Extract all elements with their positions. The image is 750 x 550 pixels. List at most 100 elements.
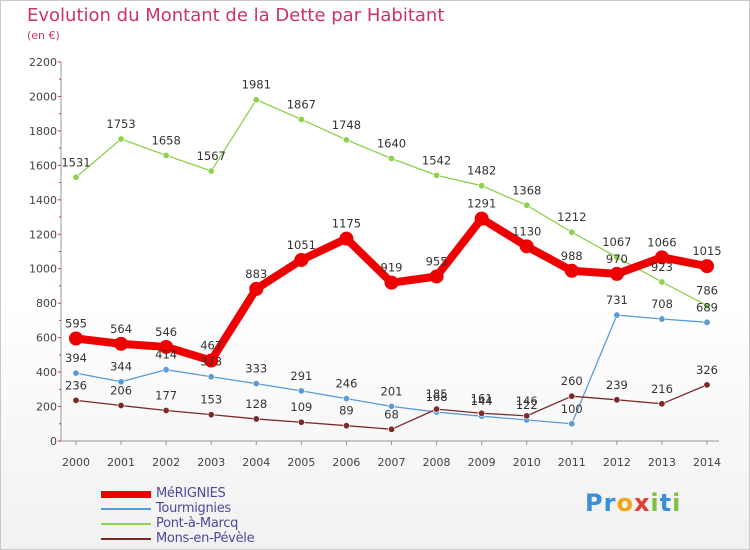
data-point-mons-en-pevele: [568, 392, 576, 400]
data-point-merignies: [114, 336, 129, 351]
y-tick-label: 1400: [29, 194, 57, 207]
y-tick-label: 400: [36, 366, 57, 379]
data-label-merignies: 1066: [647, 235, 676, 249]
data-label-mons-en-pevele: 236: [65, 378, 87, 392]
data-label-tourmignies: 344: [110, 360, 132, 374]
data-label-tourmignies: 373: [200, 355, 222, 369]
data-label-mons-en-pevele: 153: [200, 393, 222, 407]
data-label-merignies: 919: [381, 261, 403, 275]
data-point-pont-a-marcq: [252, 96, 260, 104]
data-point-pont-a-marcq: [162, 151, 170, 159]
data-label-tourmignies: 291: [290, 369, 312, 383]
data-point-tourmignies: [297, 387, 305, 395]
data-point-merignies: [159, 339, 174, 354]
data-label-mons-en-pevele: 109: [290, 400, 312, 414]
y-tick-label: 800: [36, 297, 57, 310]
x-tick-label: 2011: [558, 456, 586, 469]
y-tick-label: 1200: [29, 228, 57, 241]
data-point-mons-en-pevele: [297, 418, 305, 426]
data-label-tourmignies: 731: [606, 293, 628, 307]
data-label-tourmignies: 333: [245, 362, 267, 376]
data-point-tourmignies: [162, 366, 170, 374]
data-point-merignies: [609, 266, 624, 281]
x-tick-label: 2012: [603, 456, 631, 469]
data-point-mons-en-pevele: [433, 405, 441, 413]
y-tick-label: 2200: [29, 56, 57, 69]
data-label-mons-en-pevele: 177: [155, 389, 177, 403]
data-label-pont-a-marcq: 1368: [512, 183, 541, 197]
y-tick-label: 0: [50, 435, 57, 448]
data-label-tourmignies: 246: [335, 377, 357, 391]
data-label-mons-en-pevele: 206: [110, 384, 132, 398]
data-label-mons-en-pevele: 185: [426, 387, 448, 401]
data-label-mons-en-pevele: 326: [696, 363, 718, 377]
data-label-merignies: 1291: [467, 197, 496, 211]
data-point-pont-a-marcq: [387, 154, 395, 162]
data-point-tourmignies: [342, 395, 350, 403]
data-point-mons-en-pevele: [252, 415, 260, 423]
data-point-pont-a-marcq: [433, 171, 441, 179]
y-tick-label: 1000: [29, 263, 57, 276]
data-label-mons-en-pevele: 216: [651, 382, 673, 396]
data-label-tourmignies: 122: [516, 398, 538, 412]
data-label-tourmignies: 201: [381, 384, 403, 398]
data-label-mons-en-pevele: 260: [561, 374, 583, 388]
data-point-merignies: [69, 331, 83, 346]
data-point-tourmignies: [613, 311, 621, 319]
data-point-pont-a-marcq: [523, 201, 531, 209]
data-point-mons-en-pevele: [72, 396, 80, 404]
data-point-tourmignies: [207, 373, 215, 381]
data-point-mons-en-pevele: [342, 422, 350, 430]
legend-item-pont-a-marcq: Pont-à-Marcq: [101, 516, 361, 532]
data-label-pont-a-marcq: 1567: [197, 149, 226, 163]
data-point-pont-a-marcq: [117, 135, 125, 143]
y-tick-label: 2000: [29, 90, 57, 103]
data-point-merignies: [384, 275, 399, 290]
data-point-merignies: [654, 250, 669, 265]
data-point-mons-en-pevele: [207, 411, 215, 419]
legend-label-mons-en-pevele: Mons-en-Pévèle: [156, 531, 255, 546]
data-point-tourmignies: [117, 378, 125, 386]
data-label-merignies: 1015: [692, 244, 721, 258]
x-tick-label: 2008: [423, 456, 451, 469]
chart-subtitle: (en €): [27, 29, 60, 42]
data-label-pont-a-marcq: 1867: [287, 97, 316, 111]
data-label-merignies: 1051: [287, 238, 316, 252]
legend-swatch-merignies: [101, 491, 151, 498]
data-point-mons-en-pevele: [117, 402, 125, 410]
data-point-merignies: [429, 269, 444, 284]
data-label-merignies: 955: [426, 254, 448, 268]
data-label-merignies: 564: [110, 322, 132, 336]
data-point-mons-en-pevele: [387, 425, 395, 433]
x-tick-label: 2002: [152, 456, 180, 469]
data-label-pont-a-marcq: 1640: [377, 136, 406, 150]
data-label-merignies: 595: [65, 316, 87, 330]
data-label-pont-a-marcq: 1542: [422, 153, 451, 167]
data-point-tourmignies: [703, 318, 711, 326]
y-tick-label: 1800: [29, 125, 57, 138]
data-label-pont-a-marcq: 1482: [467, 164, 496, 178]
data-label-pont-a-marcq: 1753: [106, 117, 135, 131]
data-label-tourmignies: 414: [155, 348, 177, 362]
data-label-merignies: 1130: [512, 224, 541, 238]
y-tick-label: 1600: [29, 159, 57, 172]
x-tick-label: 2009: [468, 456, 496, 469]
proxiti-logo: Proxiti: [585, 489, 682, 517]
legend-swatch-mons-en-pevele: [101, 538, 151, 540]
legend-item-merignies: MéRIGNIES: [101, 486, 361, 502]
data-label-tourmignies: 708: [651, 297, 673, 311]
data-label-pont-a-marcq: 1531: [61, 155, 90, 169]
data-label-pont-a-marcq: 1981: [242, 78, 271, 92]
data-point-merignies: [339, 231, 354, 246]
data-label-tourmignies: 144: [471, 394, 493, 408]
data-label-merignies: 1175: [332, 217, 361, 231]
legend: MéRIGNIES Tourmignies Pont-à-Marcq Mons-…: [101, 486, 361, 547]
data-point-merignies: [204, 353, 219, 368]
x-tick-label: 2003: [197, 456, 225, 469]
data-label-pont-a-marcq: 1067: [602, 235, 631, 249]
data-point-mons-en-pevele: [658, 400, 666, 408]
data-point-merignies: [249, 281, 264, 296]
data-point-pont-a-marcq: [297, 115, 305, 123]
